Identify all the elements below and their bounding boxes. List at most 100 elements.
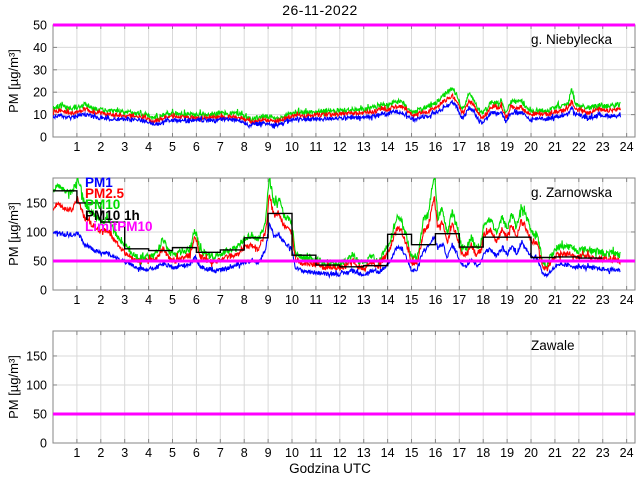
svg-text:30: 30 — [33, 63, 47, 77]
svg-text:20: 20 — [524, 140, 538, 154]
svg-text:0: 0 — [40, 284, 47, 298]
svg-text:5: 5 — [169, 446, 176, 460]
svg-text:18: 18 — [476, 446, 490, 460]
svg-text:13: 13 — [357, 446, 371, 460]
station-label-zarnowska: g. Zarnowska — [531, 185, 613, 200]
svg-text:4: 4 — [145, 446, 152, 460]
legend: PM1 PM2.5 PM10 PM10 1h LimitPM10 — [85, 175, 153, 234]
svg-text:20: 20 — [524, 293, 538, 307]
svg-text:3: 3 — [121, 140, 128, 154]
svg-text:20: 20 — [524, 446, 538, 460]
svg-text:22: 22 — [572, 293, 586, 307]
svg-text:6: 6 — [193, 140, 200, 154]
svg-text:17: 17 — [452, 293, 466, 307]
svg-text:6: 6 — [193, 446, 200, 460]
svg-text:3: 3 — [121, 293, 128, 307]
svg-text:23: 23 — [596, 140, 610, 154]
station-label-zawale: Zawale — [531, 338, 575, 353]
svg-text:7: 7 — [217, 293, 224, 307]
svg-text:16: 16 — [428, 446, 442, 460]
svg-text:18: 18 — [476, 140, 490, 154]
svg-text:150: 150 — [26, 349, 47, 363]
svg-text:11: 11 — [309, 140, 322, 154]
svg-text:10: 10 — [285, 140, 299, 154]
svg-text:6: 6 — [193, 293, 200, 307]
svg-text:8: 8 — [241, 293, 248, 307]
svg-text:1: 1 — [73, 446, 80, 460]
svg-text:23: 23 — [596, 293, 610, 307]
svg-text:0: 0 — [40, 437, 47, 451]
legend-item-pm1: PM1 — [85, 175, 113, 190]
svg-text:24: 24 — [620, 140, 634, 154]
svg-text:21: 21 — [548, 446, 562, 460]
svg-text:3: 3 — [121, 446, 128, 460]
svg-text:15: 15 — [405, 293, 419, 307]
svg-text:17: 17 — [452, 446, 466, 460]
svg-text:17: 17 — [452, 140, 466, 154]
y-axis-label-zarnowska: PM [µg/m³] — [6, 202, 21, 266]
svg-text:1: 1 — [73, 140, 80, 154]
legend-item-pm10: PM10 — [85, 197, 121, 212]
svg-text:20: 20 — [33, 86, 47, 100]
svg-text:19: 19 — [500, 293, 514, 307]
svg-text:14: 14 — [381, 140, 395, 154]
svg-text:19: 19 — [500, 140, 514, 154]
svg-text:12: 12 — [333, 140, 347, 154]
svg-text:5: 5 — [169, 293, 176, 307]
svg-text:0: 0 — [40, 131, 47, 145]
svg-text:5: 5 — [169, 140, 176, 154]
svg-text:11: 11 — [309, 446, 322, 460]
svg-text:21: 21 — [548, 293, 562, 307]
figure-title: 26-11-2022 — [282, 2, 358, 18]
svg-text:24: 24 — [620, 293, 634, 307]
svg-text:22: 22 — [572, 140, 586, 154]
svg-text:4: 4 — [145, 293, 152, 307]
svg-text:18: 18 — [476, 293, 490, 307]
svg-text:24: 24 — [620, 446, 634, 460]
svg-text:40: 40 — [33, 41, 47, 55]
svg-text:7: 7 — [217, 140, 224, 154]
station-label-niebylecka: g. Niebylecka — [531, 32, 613, 47]
y-axis-label-zawale: PM [µg/m³] — [6, 355, 21, 419]
svg-text:16: 16 — [428, 140, 442, 154]
svg-text:50: 50 — [33, 19, 47, 33]
svg-text:7: 7 — [217, 446, 224, 460]
svg-text:22: 22 — [572, 446, 586, 460]
legend-item-limit-pm10: LimitPM10 — [85, 219, 153, 234]
svg-text:13: 13 — [357, 293, 371, 307]
svg-text:150: 150 — [26, 196, 47, 210]
svg-text:2: 2 — [97, 140, 104, 154]
svg-text:100: 100 — [26, 225, 47, 239]
svg-text:14: 14 — [381, 446, 395, 460]
svg-text:12: 12 — [333, 293, 347, 307]
svg-text:16: 16 — [428, 293, 442, 307]
svg-text:23: 23 — [596, 446, 610, 460]
legend-item-pm25: PM2.5 — [85, 186, 125, 201]
svg-text:9: 9 — [265, 140, 272, 154]
svg-text:11: 11 — [309, 293, 322, 307]
svg-text:2: 2 — [97, 293, 104, 307]
svg-text:14: 14 — [381, 293, 395, 307]
svg-text:100: 100 — [26, 378, 47, 392]
svg-text:50: 50 — [33, 254, 47, 268]
svg-text:2: 2 — [97, 446, 104, 460]
svg-text:1: 1 — [73, 293, 80, 307]
y-axis-label-niebylecka: PM [µg/m³] — [6, 49, 21, 113]
svg-text:19: 19 — [500, 446, 514, 460]
svg-text:10: 10 — [33, 108, 47, 122]
svg-text:15: 15 — [405, 446, 419, 460]
svg-text:8: 8 — [241, 140, 248, 154]
legend-item-pm10-1h: PM10 1h — [85, 208, 140, 223]
svg-text:10: 10 — [285, 446, 299, 460]
svg-text:50: 50 — [33, 407, 47, 421]
svg-text:21: 21 — [548, 140, 562, 154]
svg-text:9: 9 — [265, 293, 272, 307]
svg-text:9: 9 — [265, 446, 272, 460]
svg-text:4: 4 — [145, 140, 152, 154]
svg-text:8: 8 — [241, 446, 248, 460]
svg-text:12: 12 — [333, 446, 347, 460]
svg-text:10: 10 — [285, 293, 299, 307]
x-axis-label: Godzina UTC — [289, 461, 371, 476]
